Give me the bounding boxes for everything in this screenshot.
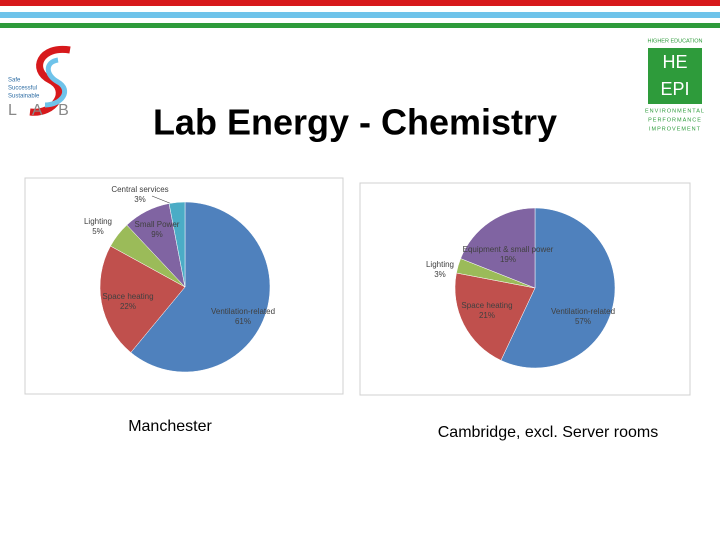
slice-value-label: 3%	[434, 270, 446, 279]
slice-value-label: 22%	[120, 302, 136, 311]
logo-text: PERFORMANCE	[648, 117, 702, 123]
slice-value-label: 61%	[235, 317, 251, 326]
logo-s-red	[29, 45, 71, 116]
slice-value-label: 5%	[92, 227, 104, 236]
slice-value-label: 19%	[500, 255, 516, 264]
logo-text: Safe	[8, 78, 21, 84]
pie-slice	[99, 245, 186, 353]
pie-slice	[460, 207, 536, 289]
slice-value-label: 3%	[134, 195, 146, 204]
slice-label: Space heating	[102, 292, 153, 301]
logo-text: HIGHER EDUCATION	[648, 38, 703, 44]
logo-text: Sustainable	[8, 94, 40, 100]
slice-label: Small Power	[135, 220, 180, 229]
stripe-red	[0, 0, 720, 6]
slice-value-label: 9%	[151, 230, 163, 239]
pie-slice	[454, 272, 536, 361]
slice-label: Space heating	[461, 301, 512, 310]
slice-value-label: 21%	[479, 311, 495, 320]
logo-text: IMPROVEMENT	[649, 126, 701, 132]
logo-text: EPI	[660, 79, 689, 99]
pie-slice	[500, 207, 616, 369]
slide-title: Lab Energy - Chemistry	[153, 102, 557, 143]
slice-label: Ventilation-related	[551, 307, 615, 316]
slice-value-label: 57%	[575, 317, 591, 326]
logo-word: L A B	[8, 102, 75, 119]
slice-label: Equipment & small power	[463, 245, 554, 254]
logo-text: ENVIRONMENTAL	[645, 108, 705, 114]
chart-caption: Cambridge, excl. Server rooms	[438, 424, 659, 441]
slice-label: Lighting	[426, 260, 454, 269]
slice-label: Ventilation-related	[211, 307, 275, 316]
stripe-blue	[0, 12, 720, 18]
logo-box	[648, 48, 702, 104]
logo-s-blue	[44, 57, 68, 108]
slice-label: Lighting	[84, 217, 112, 226]
pie-slice	[130, 201, 271, 373]
pie-slice	[168, 201, 186, 288]
slice-label: Central services	[111, 185, 168, 194]
logo-text: Successful	[8, 86, 37, 92]
logo-text: HE	[662, 52, 687, 72]
leader-line	[151, 195, 173, 205]
stripe-green	[0, 23, 720, 28]
chart-caption: Manchester	[128, 418, 212, 435]
